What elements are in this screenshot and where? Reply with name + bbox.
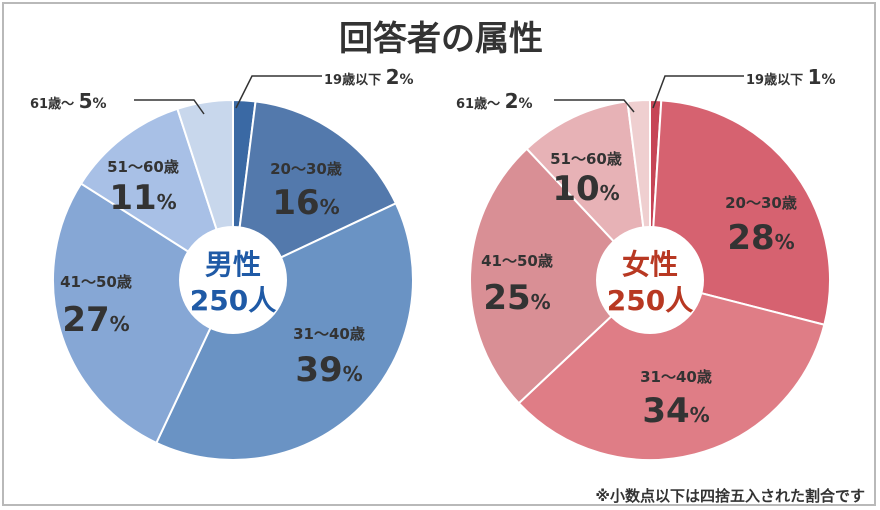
slice-label: 31～40歳 bbox=[293, 325, 365, 343]
slice-label: 41～50歳 bbox=[60, 273, 132, 291]
pie-center-hole bbox=[596, 226, 704, 334]
pie-center-value: 250人 bbox=[190, 284, 276, 317]
pie-center-label: 女性 bbox=[622, 248, 678, 281]
leader-line bbox=[134, 99, 205, 115]
slice-label: 19歳以下 2% bbox=[324, 65, 414, 89]
pie-slice bbox=[155, 202, 414, 461]
pie-center-hole bbox=[179, 226, 287, 334]
pie-slice bbox=[525, 100, 652, 283]
pie-center-value: 250人 bbox=[607, 284, 693, 317]
leader-line bbox=[652, 75, 744, 109]
slice-value: 11% bbox=[109, 178, 176, 218]
slice-value: 16% bbox=[272, 183, 339, 223]
slice-value: 10% bbox=[552, 169, 619, 209]
slice-value: 25% bbox=[483, 278, 550, 318]
slice-label: 19歳以下 1% bbox=[746, 65, 836, 89]
slice-value: 27% bbox=[62, 300, 129, 340]
slice-label: 20～30歳 bbox=[725, 194, 797, 212]
pie-slice bbox=[52, 182, 235, 445]
slice-value: 39% bbox=[295, 350, 362, 390]
leader-line bbox=[554, 99, 635, 113]
slice-label: 51～60歳 bbox=[550, 150, 622, 168]
slice-value: 28% bbox=[727, 218, 794, 258]
slice-label: 20～30歳 bbox=[270, 160, 342, 178]
footnote: ※小数点以下は四捨五入された割合です bbox=[595, 487, 865, 505]
slice-label: 61歳～ 2% bbox=[456, 89, 533, 113]
slice-label: 41～50歳 bbox=[481, 252, 553, 270]
pie-slice bbox=[517, 278, 826, 461]
pie-slice bbox=[79, 107, 235, 283]
slice-label: 61歳～ 5% bbox=[30, 89, 107, 113]
pie-slice bbox=[231, 100, 398, 282]
pie-center-label: 男性 bbox=[205, 248, 261, 281]
pie-slice bbox=[469, 147, 652, 405]
leader-line bbox=[235, 75, 322, 109]
slice-label: 31～40歳 bbox=[640, 368, 712, 386]
chart-title: 回答者の属性 bbox=[339, 19, 543, 59]
slice-label: 51～60歳 bbox=[107, 158, 179, 176]
slice-value: 34% bbox=[642, 391, 709, 431]
